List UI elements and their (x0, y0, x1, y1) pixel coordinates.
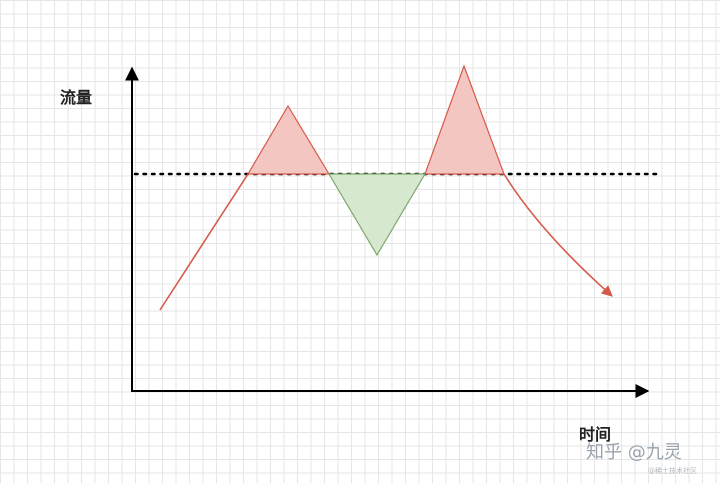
excess-peak-1 (246, 104, 331, 175)
excess-peak-2 (424, 64, 505, 175)
traffic-decay-curve (503, 173, 613, 297)
deficit-trough (327, 173, 427, 257)
y-axis-label: 流量 (60, 88, 93, 107)
watermark-text: 知乎 @九灵 (586, 442, 682, 463)
x-axis-label: 时间 (579, 425, 612, 444)
traffic-rise-line (159, 173, 249, 311)
watermark-subtext: @稀土技术社区 (648, 467, 697, 475)
